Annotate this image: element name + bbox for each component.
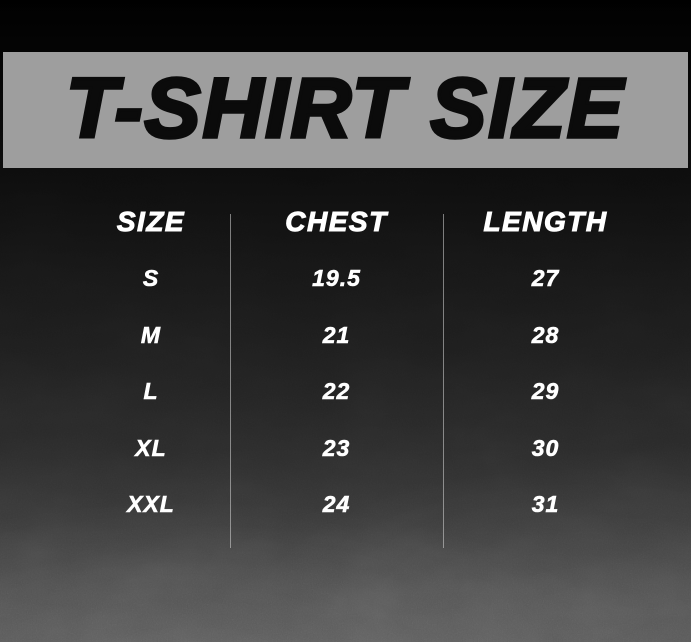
cell-length: 27	[531, 265, 560, 292]
table-header-row: SIZE CHEST LENGTH	[72, 194, 648, 251]
cell-chest: 23	[322, 434, 351, 461]
page-title: T-SHIRT SIZE	[64, 61, 626, 155]
cell-chest: 22	[322, 378, 351, 405]
table-row-s: S 19.5 27	[72, 251, 648, 308]
header-cell-length: LENGTH	[483, 206, 608, 238]
cell-size: L	[143, 378, 159, 405]
header-cell-chest: CHEST	[285, 206, 388, 238]
table-row-m: M 21 28	[72, 307, 648, 364]
cell-length: 31	[531, 491, 560, 518]
cell-size: XXL	[127, 491, 175, 518]
column-divider-left	[230, 214, 231, 548]
header-cell-size: SIZE	[116, 206, 186, 238]
cell-length: 29	[531, 378, 560, 405]
size-chart-table: SIZE CHEST LENGTH S 19.5 27 M 21 28 L 22…	[72, 194, 648, 533]
cell-chest: 19.5	[312, 265, 361, 292]
cell-chest: 21	[322, 321, 351, 348]
cell-size: S	[142, 265, 160, 292]
table-row-xl: XL 23 30	[72, 420, 648, 477]
table-row-l: L 22 29	[72, 364, 648, 421]
cell-size: XL	[135, 434, 167, 461]
banner: T-SHIRT SIZE	[3, 52, 688, 168]
cell-length: 28	[531, 321, 560, 348]
cell-size: M	[140, 321, 162, 348]
column-divider-right	[443, 214, 444, 548]
table-row-xxl: XXL 24 31	[72, 477, 648, 534]
cell-chest: 24	[322, 491, 351, 518]
cell-length: 30	[531, 434, 560, 461]
